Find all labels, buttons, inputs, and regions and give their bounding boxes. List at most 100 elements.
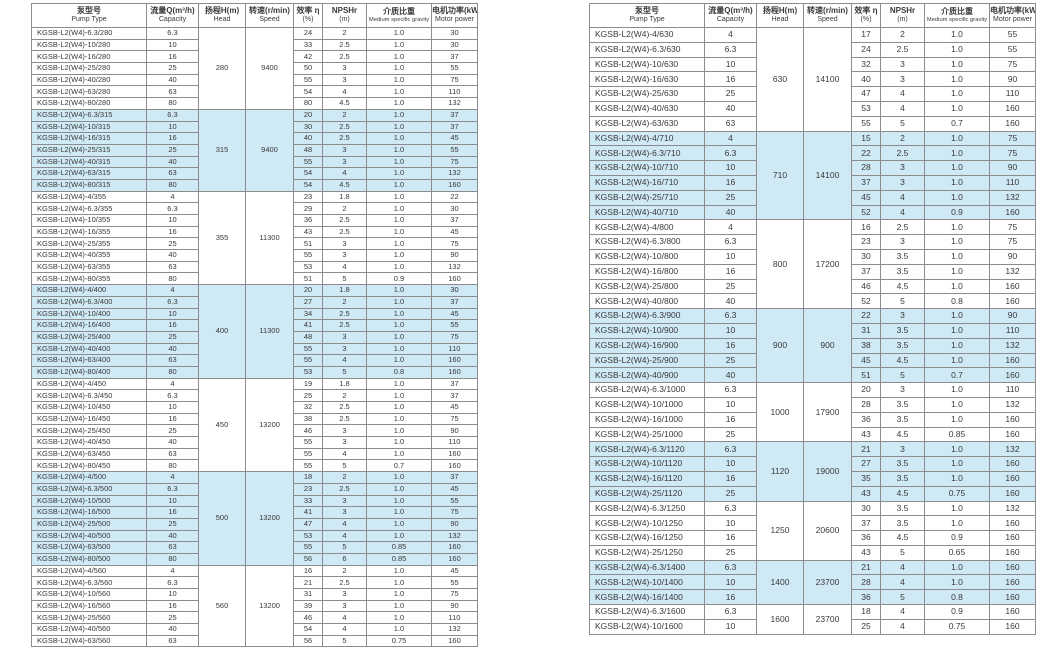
- pump-type-cell: KGSB-L2(W4)-10/800: [589, 248, 705, 265]
- gravity-cell: 1.0: [366, 249, 432, 262]
- gravity-cell: 1.0: [366, 424, 432, 438]
- pump-type-cell: KGSB-L2(W4)-80/500: [31, 552, 147, 566]
- pump-type-cell: KGSB-L2(W4)-25/450: [31, 424, 147, 438]
- pump-type-cell: KGSB-L2(W4)-40/710: [589, 204, 705, 221]
- table-row: KGSB-L2(W4)-40/315 40 55 3 1.0 75: [31, 155, 478, 169]
- gravity-cell: 1.0: [924, 263, 990, 280]
- table-row: KGSB-L2(W4)-10/1000 10 28 3.5 1.0 132: [589, 396, 1036, 413]
- power-cell: 90: [431, 599, 478, 613]
- efficiency-cell: 18: [851, 604, 881, 620]
- npshr-cell: 4: [322, 611, 367, 625]
- table-row: KGSB-L2(W4)-6.3/630 6.3 24 2.5 1.0 55: [589, 41, 1036, 58]
- table-row: KGSB-L2(W4)-10/900 10 31 3.5 1.0 110: [589, 322, 1036, 339]
- npshr-cell: 4.5: [880, 530, 925, 546]
- npshr-cell: 4: [880, 604, 925, 620]
- column-header-efficiency: 效率 η (%): [851, 3, 881, 28]
- efficiency-cell: 41: [293, 506, 323, 519]
- npshr-cell: 2.5: [322, 132, 367, 145]
- efficiency-cell: 25: [293, 389, 323, 402]
- gravity-cell: 1.0: [366, 564, 432, 578]
- capacity-cell: 63: [146, 85, 199, 99]
- gravity-cell: 0.85: [924, 426, 990, 443]
- power-cell: 30: [431, 202, 478, 215]
- power-cell: 75: [431, 506, 478, 519]
- pump-type-cell: KGSB-L2(W4)-6.3/355: [31, 202, 147, 215]
- table-row: KGSB-L2(W4)-6.3/1600 6.3 1600 23700 18 4 0.9 16…: [589, 604, 1036, 635]
- table-row: KGSB-L2(W4)-4/710 4 710 14100 15 2 1.0 75: [589, 130, 1036, 221]
- power-cell: 160: [431, 459, 478, 473]
- power-cell: 160: [989, 574, 1036, 591]
- npshr-cell: 2.5: [880, 145, 925, 162]
- column-label-zh: 扬程H(m): [762, 6, 798, 16]
- table-row: KGSB-L2(W4)-16/355 16 43 2.5 1.0 45: [31, 225, 478, 239]
- npshr-cell: 3.5: [880, 500, 925, 517]
- table-row: KGSB-L2(W4)-10/710 10 28 3 1.0 90: [589, 160, 1036, 176]
- efficiency-cell: 39: [293, 599, 323, 613]
- column-header-npshr: NPSHr (m): [880, 3, 925, 28]
- gravity-cell: 1.0: [366, 260, 432, 274]
- efficiency-cell: 53: [851, 100, 881, 117]
- efficiency-cell: 37: [851, 263, 881, 280]
- npshr-cell: 3: [880, 308, 925, 324]
- pump-type-cell: KGSB-L2(W4)-16/315: [31, 132, 147, 145]
- column-label-en: Pump Type: [629, 16, 665, 24]
- pump-type-cell: KGSB-L2(W4)-40/450: [31, 436, 147, 449]
- power-cell: 132: [431, 529, 478, 543]
- capacity-cell: 16: [146, 319, 199, 332]
- speed-cell: 13200: [245, 377, 294, 473]
- npshr-cell: 3: [322, 424, 367, 438]
- capacity-cell: 6.3: [704, 604, 757, 620]
- gravity-cell: 1.0: [924, 86, 990, 102]
- pump-type-cell: KGSB-L2(W4)-4/450: [31, 377, 147, 391]
- npshr-cell: 3: [880, 174, 925, 191]
- table-row: KGSB-L2(W4)-6.3/355 6.3 29 2 1.0 30: [31, 202, 478, 215]
- npshr-cell: 5: [880, 367, 925, 384]
- capacity-cell: 25: [146, 143, 199, 157]
- npshr-cell: 2.5: [880, 219, 925, 236]
- efficiency-cell: 22: [851, 308, 881, 324]
- capacity-cell: 6.3: [146, 482, 199, 496]
- power-cell: 132: [431, 97, 478, 110]
- power-cell: 132: [989, 441, 1036, 458]
- pump-type-cell: KGSB-L2(W4)-40/315: [31, 155, 147, 169]
- pump-type-cell: KGSB-L2(W4)-16/710: [589, 174, 705, 191]
- capacity-cell: 40: [146, 436, 199, 449]
- pump-type-cell: KGSB-L2(W4)-4/400: [31, 284, 147, 297]
- npshr-cell: 4.5: [880, 352, 925, 369]
- efficiency-cell: 55: [851, 115, 881, 132]
- power-cell: 160: [989, 544, 1036, 561]
- table-row: KGSB-L2(W4)-25/280 25 50 3 1.0 55: [31, 62, 478, 75]
- table-row: KGSB-L2(W4)-16/1400 16 36 5 0.8 160: [589, 589, 1036, 606]
- efficiency-cell: 47: [851, 86, 881, 102]
- power-cell: 55: [989, 41, 1036, 58]
- column-label-zh: 转速(r/min): [249, 6, 290, 16]
- gravity-cell: 1.0: [366, 85, 432, 99]
- efficiency-cell: 55: [293, 73, 323, 87]
- table-row: KGSB-L2(W4)-16/450 16 38 2.5 1.0 75: [31, 412, 478, 426]
- pump-type-cell: KGSB-L2(W4)-16/560: [31, 599, 147, 613]
- npshr-cell: 5: [322, 459, 367, 473]
- power-cell: 110: [431, 611, 478, 625]
- pump-type-cell: KGSB-L2(W4)-16/1250: [589, 530, 705, 546]
- capacity-cell: 6.3: [146, 27, 199, 40]
- efficiency-cell: 36: [851, 530, 881, 546]
- gravity-cell: 1.0: [366, 178, 432, 192]
- head-cell: 630: [756, 27, 804, 132]
- table-row: KGSB-L2(W4)-4/500 4 500 13200 18 2 1.0 37: [31, 471, 478, 566]
- capacity-cell: 25: [146, 62, 199, 75]
- pump-type-cell: KGSB-L2(W4)-16/1400: [589, 589, 705, 606]
- column-label-en: Capacity: [158, 16, 187, 24]
- pump-type-cell: KGSB-L2(W4)-40/355: [31, 249, 147, 262]
- power-cell: 45: [431, 482, 478, 496]
- capacity-cell: 16: [704, 263, 757, 280]
- efficiency-cell: 40: [293, 132, 323, 145]
- pump-type-cell: KGSB-L2(W4)-63/500: [31, 541, 147, 554]
- capacity-cell: 63: [146, 634, 199, 647]
- pump-type-cell: KGSB-L2(W4)-6.3/1120: [589, 441, 705, 458]
- table-row: KGSB-L2(W4)-40/400 40 55 3 1.0 110: [31, 342, 478, 356]
- power-cell: 160: [989, 515, 1036, 532]
- efficiency-cell: 45: [851, 352, 881, 369]
- npshr-cell: 2: [322, 471, 367, 484]
- npshr-cell: 4: [880, 189, 925, 206]
- npshr-cell: 4: [322, 529, 367, 543]
